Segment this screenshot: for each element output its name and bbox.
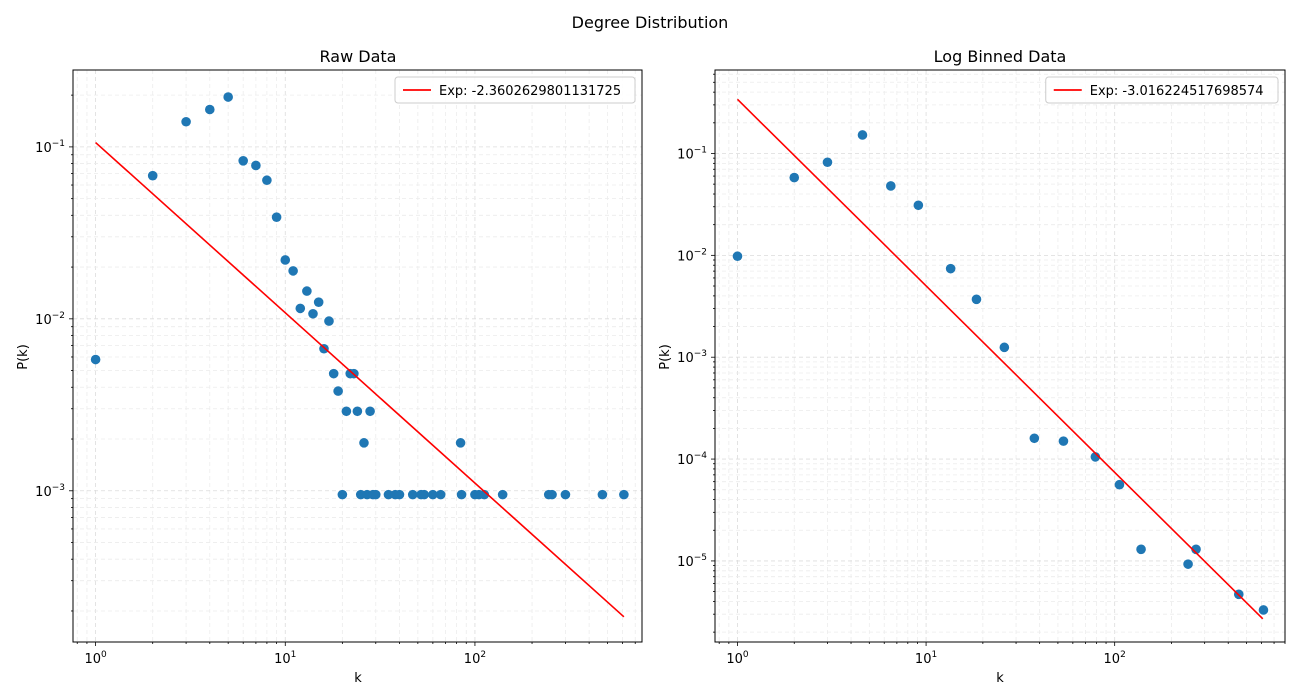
y-tick-label: 10−2 (677, 247, 707, 264)
y-tick-label: 10−1 (677, 145, 707, 162)
data-point (280, 255, 291, 265)
data-point (295, 303, 306, 314)
data-point (1029, 433, 1040, 444)
data-point (394, 489, 405, 500)
legend-label: Exp: -2.3602629801131725 (439, 84, 621, 99)
data-point (333, 386, 343, 396)
data-point (1191, 544, 1201, 555)
data-point (204, 104, 215, 115)
data-point (945, 263, 956, 274)
data-point (90, 354, 101, 365)
data-point (1136, 544, 1146, 555)
data-point (238, 156, 248, 166)
data-point (822, 157, 833, 168)
data-point (324, 316, 334, 326)
x-tick-label: 100 (84, 650, 107, 667)
data-point (1258, 605, 1269, 615)
raw-data-x-axis-label: k (354, 671, 362, 686)
x-tick-label: 100 (726, 650, 749, 667)
data-point (732, 251, 743, 262)
data-point (428, 489, 438, 500)
data-point (971, 294, 982, 305)
data-point (435, 489, 446, 500)
plot-frame (714, 69, 1286, 643)
x-tick-label: 102 (464, 650, 486, 667)
legend: Exp: -3.016224517698574 (1045, 76, 1279, 104)
data-point (547, 489, 557, 500)
data-point (313, 297, 324, 307)
log-binned-data-y-axis-label: P(k) (658, 344, 673, 370)
x-tick-label: 101 (915, 650, 937, 667)
data-point (1183, 559, 1193, 569)
legend-box (1045, 76, 1279, 104)
data-point (619, 489, 629, 500)
y-tick-label: 10−3 (677, 349, 707, 366)
data-point (288, 266, 298, 276)
data-point (365, 406, 375, 417)
data-point (147, 170, 158, 181)
data-point (251, 160, 261, 171)
data-point (262, 175, 272, 186)
plot-frame (72, 69, 643, 643)
data-point (1090, 452, 1101, 462)
raw-data-y-axis-label: P(k) (16, 344, 31, 370)
data-point (407, 489, 418, 500)
fit-line (95, 141, 625, 618)
log-binned-data-title: Log Binned Data (934, 47, 1067, 66)
data-point (479, 489, 490, 500)
data-point (328, 368, 339, 379)
data-point (308, 308, 318, 319)
data-point (359, 438, 369, 448)
y-tick-label: 10−4 (677, 451, 707, 468)
data-point (597, 489, 608, 500)
y-tick-label: 10−1 (35, 139, 65, 156)
data-point (1058, 436, 1069, 446)
legend-box (394, 76, 636, 104)
data-point (857, 130, 868, 140)
data-point (419, 489, 429, 500)
log-binned-data-chart: Log Binned Data k P(k) 100 101 102 10−5 10−4… (658, 47, 1286, 686)
grid (73, 70, 642, 642)
data-point (352, 406, 363, 417)
data-point (885, 181, 896, 191)
raw-data-chart: Raw Data k P(k) 100 101 102 10−3 10−2 10−1 Exp… (16, 47, 643, 686)
grid (715, 70, 1286, 642)
x-tick-label: 102 (1104, 650, 1126, 667)
y-tick-label: 10−5 (677, 553, 707, 570)
data-point (383, 489, 394, 500)
data-point (370, 489, 381, 500)
data-point (271, 212, 282, 223)
data-point (560, 489, 571, 500)
data-point (456, 489, 467, 500)
y-tick-label: 10−3 (35, 483, 65, 500)
legend-label: Exp: -3.016224517698574 (1090, 84, 1264, 99)
log-binned-data-x-axis-label: k (996, 671, 1004, 686)
data-point (789, 172, 800, 183)
fit-line (736, 98, 1264, 620)
data-point (455, 438, 466, 448)
data-point (341, 406, 352, 417)
data-point (999, 342, 1010, 353)
data-point (913, 200, 924, 211)
data-point (497, 489, 508, 500)
figure-title: Degree Distribution (572, 13, 729, 32)
data-point (181, 116, 191, 127)
data-point (223, 92, 233, 102)
data-point (302, 286, 312, 296)
legend: Exp: -2.3602629801131725 (394, 76, 636, 104)
data-point (337, 489, 348, 500)
y-tick-label: 10−2 (35, 311, 65, 328)
x-tick-label: 101 (274, 650, 296, 667)
data-point (1114, 479, 1125, 490)
raw-data-title: Raw Data (320, 47, 397, 66)
